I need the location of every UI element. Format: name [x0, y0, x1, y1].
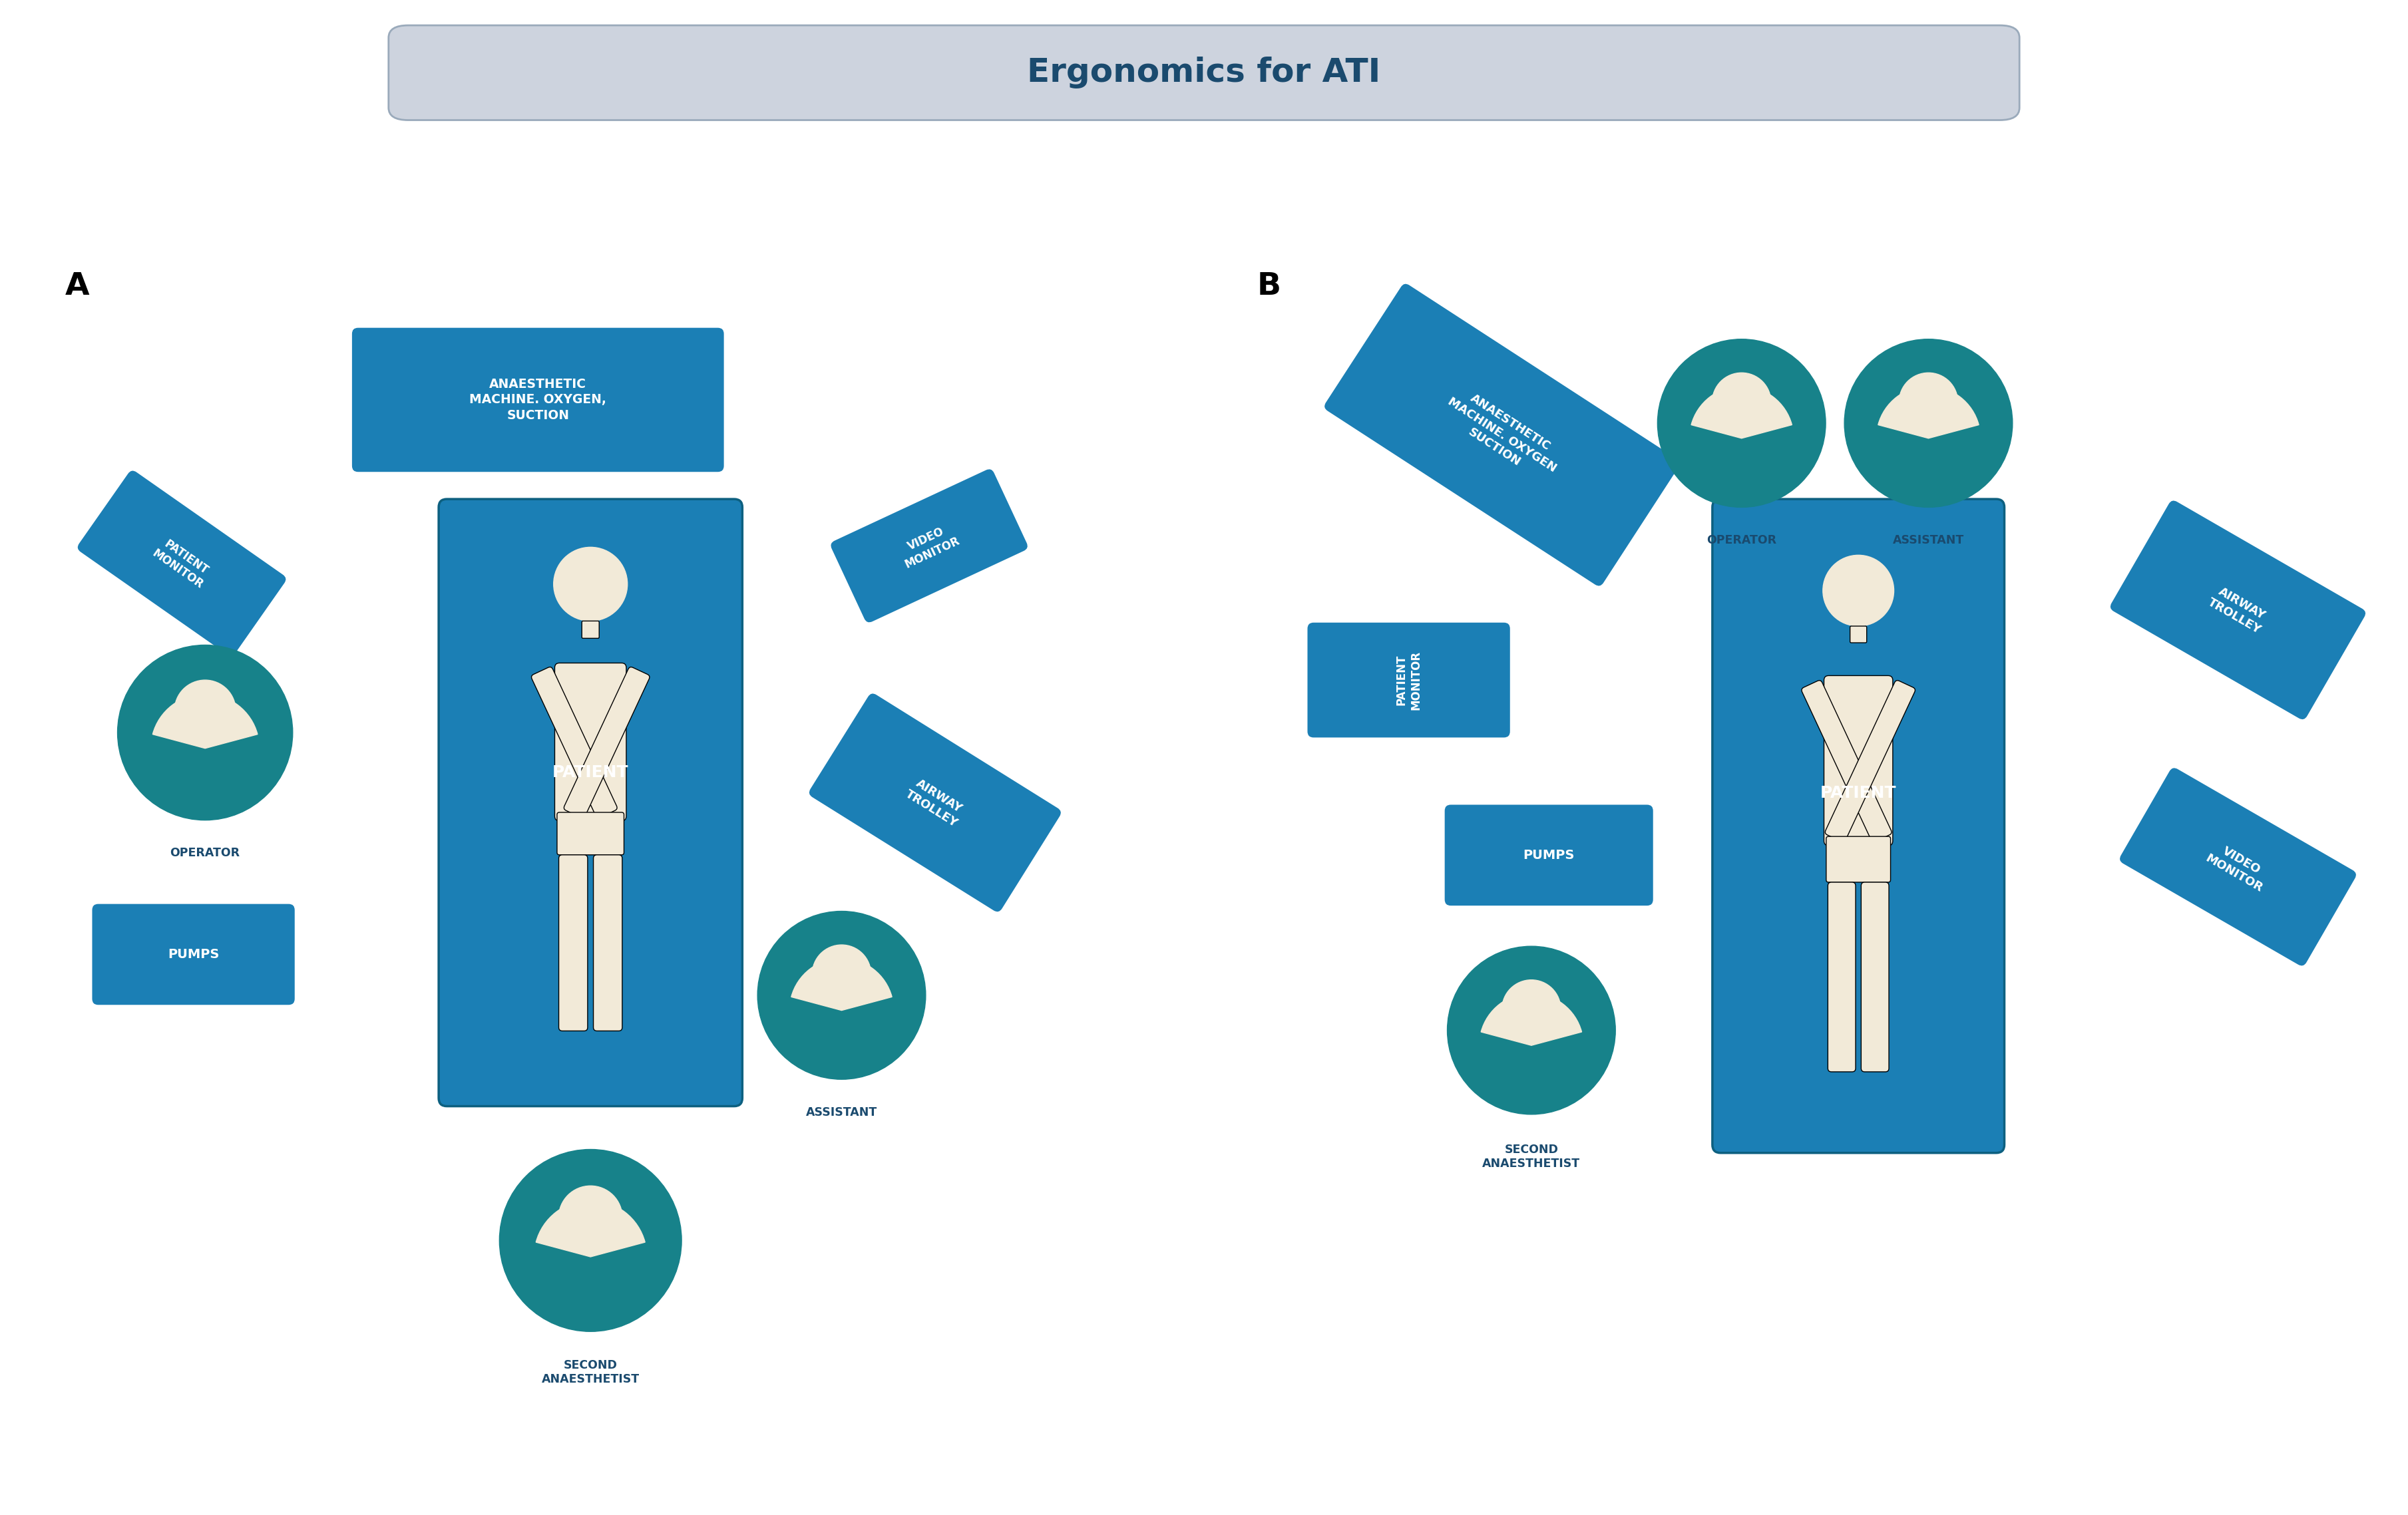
FancyBboxPatch shape: [1825, 680, 1914, 842]
Text: AIRWAY
TROLLEY: AIRWAY TROLLEY: [2206, 583, 2271, 636]
Circle shape: [498, 1150, 681, 1332]
FancyBboxPatch shape: [1825, 836, 1890, 882]
Circle shape: [118, 645, 294, 820]
Text: OPERATOR: OPERATOR: [1707, 535, 1777, 545]
Text: ANAESTHETIC
MACHINE. OXYGEN,
SUCTION: ANAESTHETIC MACHINE. OXYGEN, SUCTION: [470, 377, 607, 421]
Text: ASSISTANT: ASSISTANT: [807, 1106, 877, 1118]
Wedge shape: [792, 959, 891, 1011]
Text: Ergonomics for ATI: Ergonomics for ATI: [1028, 56, 1380, 89]
FancyBboxPatch shape: [556, 812, 624, 854]
Text: SECOND
ANAESTHETIST: SECOND ANAESTHETIST: [1483, 1144, 1580, 1170]
FancyBboxPatch shape: [1324, 283, 1681, 586]
FancyBboxPatch shape: [831, 468, 1028, 623]
Circle shape: [1823, 554, 1893, 626]
FancyBboxPatch shape: [1712, 498, 2003, 1153]
Text: VIDEO
MONITOR: VIDEO MONITOR: [896, 521, 961, 571]
FancyBboxPatch shape: [554, 664, 626, 821]
FancyBboxPatch shape: [92, 903, 296, 1006]
Wedge shape: [152, 694, 258, 748]
Text: PATIENT: PATIENT: [551, 764, 628, 780]
FancyBboxPatch shape: [1445, 804, 1654, 906]
Text: B: B: [1257, 271, 1281, 301]
Text: OPERATOR: OPERATOR: [171, 847, 241, 859]
Circle shape: [1657, 339, 1825, 508]
Text: AIRWAY
TROLLEY: AIRWAY TROLLEY: [903, 776, 968, 830]
FancyBboxPatch shape: [809, 692, 1062, 912]
FancyBboxPatch shape: [1849, 626, 1866, 642]
Text: PUMPS: PUMPS: [1524, 848, 1575, 862]
Circle shape: [1845, 339, 2013, 508]
FancyBboxPatch shape: [1861, 882, 1888, 1071]
Circle shape: [559, 1186, 621, 1250]
Circle shape: [554, 547, 628, 621]
Text: ANAESTHETIC
MACHINE. OXYGEN
SUCTION: ANAESTHETIC MACHINE. OXYGEN SUCTION: [1438, 383, 1568, 486]
FancyBboxPatch shape: [77, 470, 287, 658]
FancyBboxPatch shape: [583, 621, 600, 638]
FancyBboxPatch shape: [438, 498, 742, 1106]
Circle shape: [811, 945, 872, 1003]
Wedge shape: [1690, 386, 1792, 438]
FancyBboxPatch shape: [1308, 621, 1510, 738]
Text: A: A: [65, 271, 89, 301]
Wedge shape: [1481, 994, 1582, 1045]
FancyBboxPatch shape: [592, 854, 621, 1030]
Text: ASSISTANT: ASSISTANT: [1893, 535, 1965, 545]
FancyBboxPatch shape: [352, 327, 725, 473]
FancyBboxPatch shape: [1828, 882, 1857, 1071]
FancyBboxPatch shape: [2109, 500, 2367, 720]
Circle shape: [1447, 947, 1616, 1115]
Wedge shape: [1878, 386, 1979, 438]
Text: PATIENT
MONITOR: PATIENT MONITOR: [149, 535, 214, 591]
FancyBboxPatch shape: [1823, 676, 1893, 845]
Text: PATIENT: PATIENT: [1820, 785, 1898, 801]
FancyBboxPatch shape: [559, 854, 588, 1030]
Circle shape: [759, 911, 925, 1079]
Wedge shape: [537, 1200, 645, 1257]
FancyBboxPatch shape: [1801, 680, 1893, 842]
Circle shape: [1900, 373, 1958, 432]
FancyBboxPatch shape: [532, 667, 616, 818]
FancyBboxPatch shape: [388, 26, 2020, 120]
Circle shape: [1712, 373, 1770, 432]
Text: VIDEO
MONITOR: VIDEO MONITOR: [2203, 839, 2273, 894]
Text: PUMPS: PUMPS: [169, 948, 219, 961]
Circle shape: [1503, 980, 1560, 1039]
Text: PATIENT
MONITOR: PATIENT MONITOR: [1394, 650, 1423, 709]
FancyBboxPatch shape: [2119, 767, 2357, 967]
FancyBboxPatch shape: [563, 667, 650, 818]
Circle shape: [173, 680, 236, 741]
Text: SECOND
ANAESTHETIST: SECOND ANAESTHETIST: [542, 1359, 641, 1385]
